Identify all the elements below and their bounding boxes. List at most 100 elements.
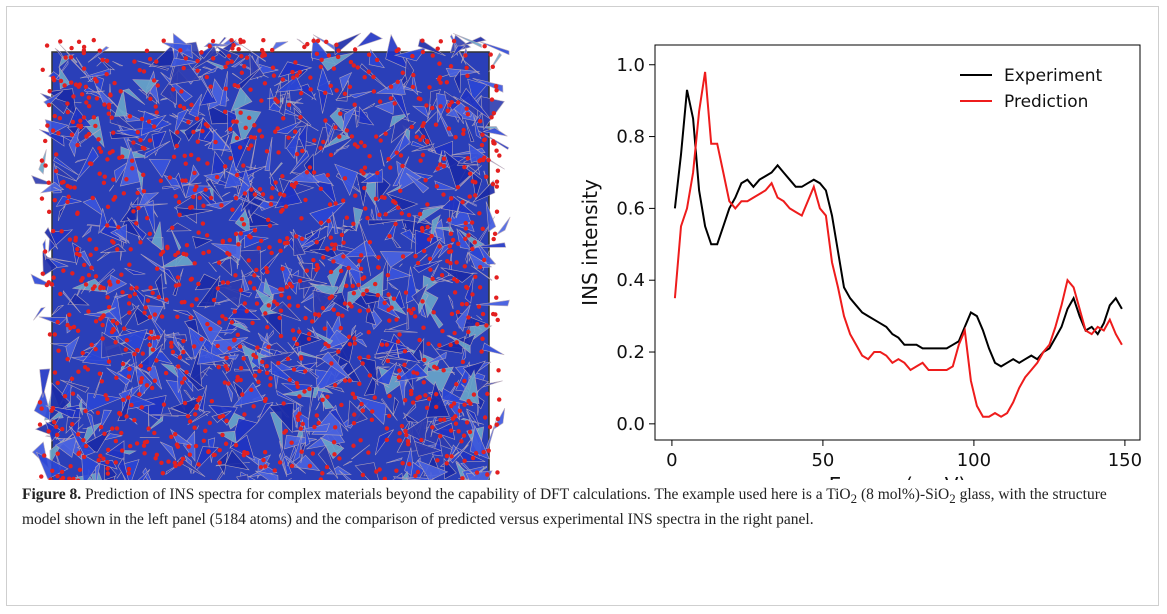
tetrahedron [410,171,434,180]
oxygen-atom [360,472,366,478]
oxygen-atom [120,290,125,295]
oxygen-atom [113,438,119,444]
oxygen-atom [400,163,405,169]
oxygen-atom [194,116,200,121]
oxygen-atom [66,194,71,199]
tetrahedron [42,250,58,277]
oxygen-atom [294,341,300,347]
oxygen-atom [441,192,446,197]
oxygen-atom [417,337,422,343]
oxygen-atom [78,118,83,123]
tetrahedron [277,61,313,78]
oxygen-atom [350,283,355,289]
tetrahedron [67,293,90,306]
tetrahedron [445,68,480,78]
oxygen-atom [411,72,416,78]
oxygen-atom [490,181,496,187]
oxygen-atom [53,168,59,174]
oxygen-atom [40,67,45,72]
oxygen-atom [239,217,245,222]
tetrahedron [151,221,164,252]
oxygen-atom [169,344,174,349]
oxygen-atom [142,146,147,151]
tetrahedron [122,360,151,375]
oxygen-atom [95,410,101,416]
tetrahedron [296,117,319,132]
tetrahedron [350,324,357,336]
oxygen-atom [318,477,324,480]
oxygen-atom [241,222,247,227]
tetrahedron [113,293,129,299]
oxygen-atom [349,134,355,139]
oxygen-atom [150,290,155,296]
oxygen-atom [286,102,292,108]
tetrahedron [454,165,482,192]
oxygen-atom [102,102,107,107]
oxygen-atom [44,282,50,288]
oxygen-atom [62,393,68,399]
oxygen-atom [70,271,75,276]
oxygen-atom [375,292,381,298]
oxygen-atom [93,123,98,129]
oxygen-atom [169,434,174,440]
oxygen-atom [413,473,418,479]
oxygen-atom [106,304,112,310]
tetrahedron [332,211,339,235]
oxygen-atom [434,365,440,371]
oxygen-atom [99,379,105,384]
tetrahedron [293,454,321,471]
tetrahedron [473,115,482,140]
oxygen-atom [67,237,73,242]
tetrahedron [76,146,99,181]
oxygen-atom [485,472,490,477]
y-tick-label: 0.4 [616,270,645,291]
oxygen-atom [52,197,58,203]
oxygen-atom [281,116,286,121]
oxygen-atom [149,385,155,391]
oxygen-atom [493,84,499,89]
oxygen-atom [77,450,82,455]
tetrahedron [417,38,446,57]
oxygen-atom [425,224,430,230]
oxygen-atom [197,195,202,201]
oxygen-atom [113,460,118,465]
oxygen-atom [126,301,132,306]
oxygen-atom [473,180,478,185]
oxygen-atom [377,212,382,217]
oxygen-atom [105,204,111,210]
oxygen-atom [167,175,173,180]
oxygen-atom [388,96,394,101]
oxygen-atom [252,123,257,128]
oxygen-atom [156,294,161,300]
oxygen-atom [197,395,203,401]
oxygen-atom [158,178,164,183]
oxygen-atom [228,156,233,161]
oxygen-atom [68,463,73,469]
tetrahedron [470,265,493,282]
tetrahedron [264,136,273,172]
tetrahedron [176,456,206,477]
oxygen-atom [100,336,105,341]
tetrahedron [390,116,417,144]
oxygen-atom [97,371,103,376]
oxygen-atom [402,362,407,367]
oxygen-atom [318,64,324,69]
oxygen-atom [398,188,403,194]
oxygen-atom [377,467,382,472]
tetrahedron [170,228,182,251]
oxygen-atom [266,344,271,350]
oxygen-atom [324,464,330,470]
oxygen-atom [137,392,142,397]
oxygen-atom [106,447,111,453]
tetrahedron [235,40,266,62]
tetrahedron [380,149,385,167]
tetrahedron [57,205,66,222]
oxygen-atom [81,437,86,443]
oxygen-atom [189,276,195,281]
oxygen-atom [238,110,243,115]
oxygen-atom [335,312,341,317]
oxygen-atom [147,231,153,236]
oxygen-atom [376,265,381,270]
oxygen-atom [234,119,239,124]
oxygen-atom [338,268,344,274]
